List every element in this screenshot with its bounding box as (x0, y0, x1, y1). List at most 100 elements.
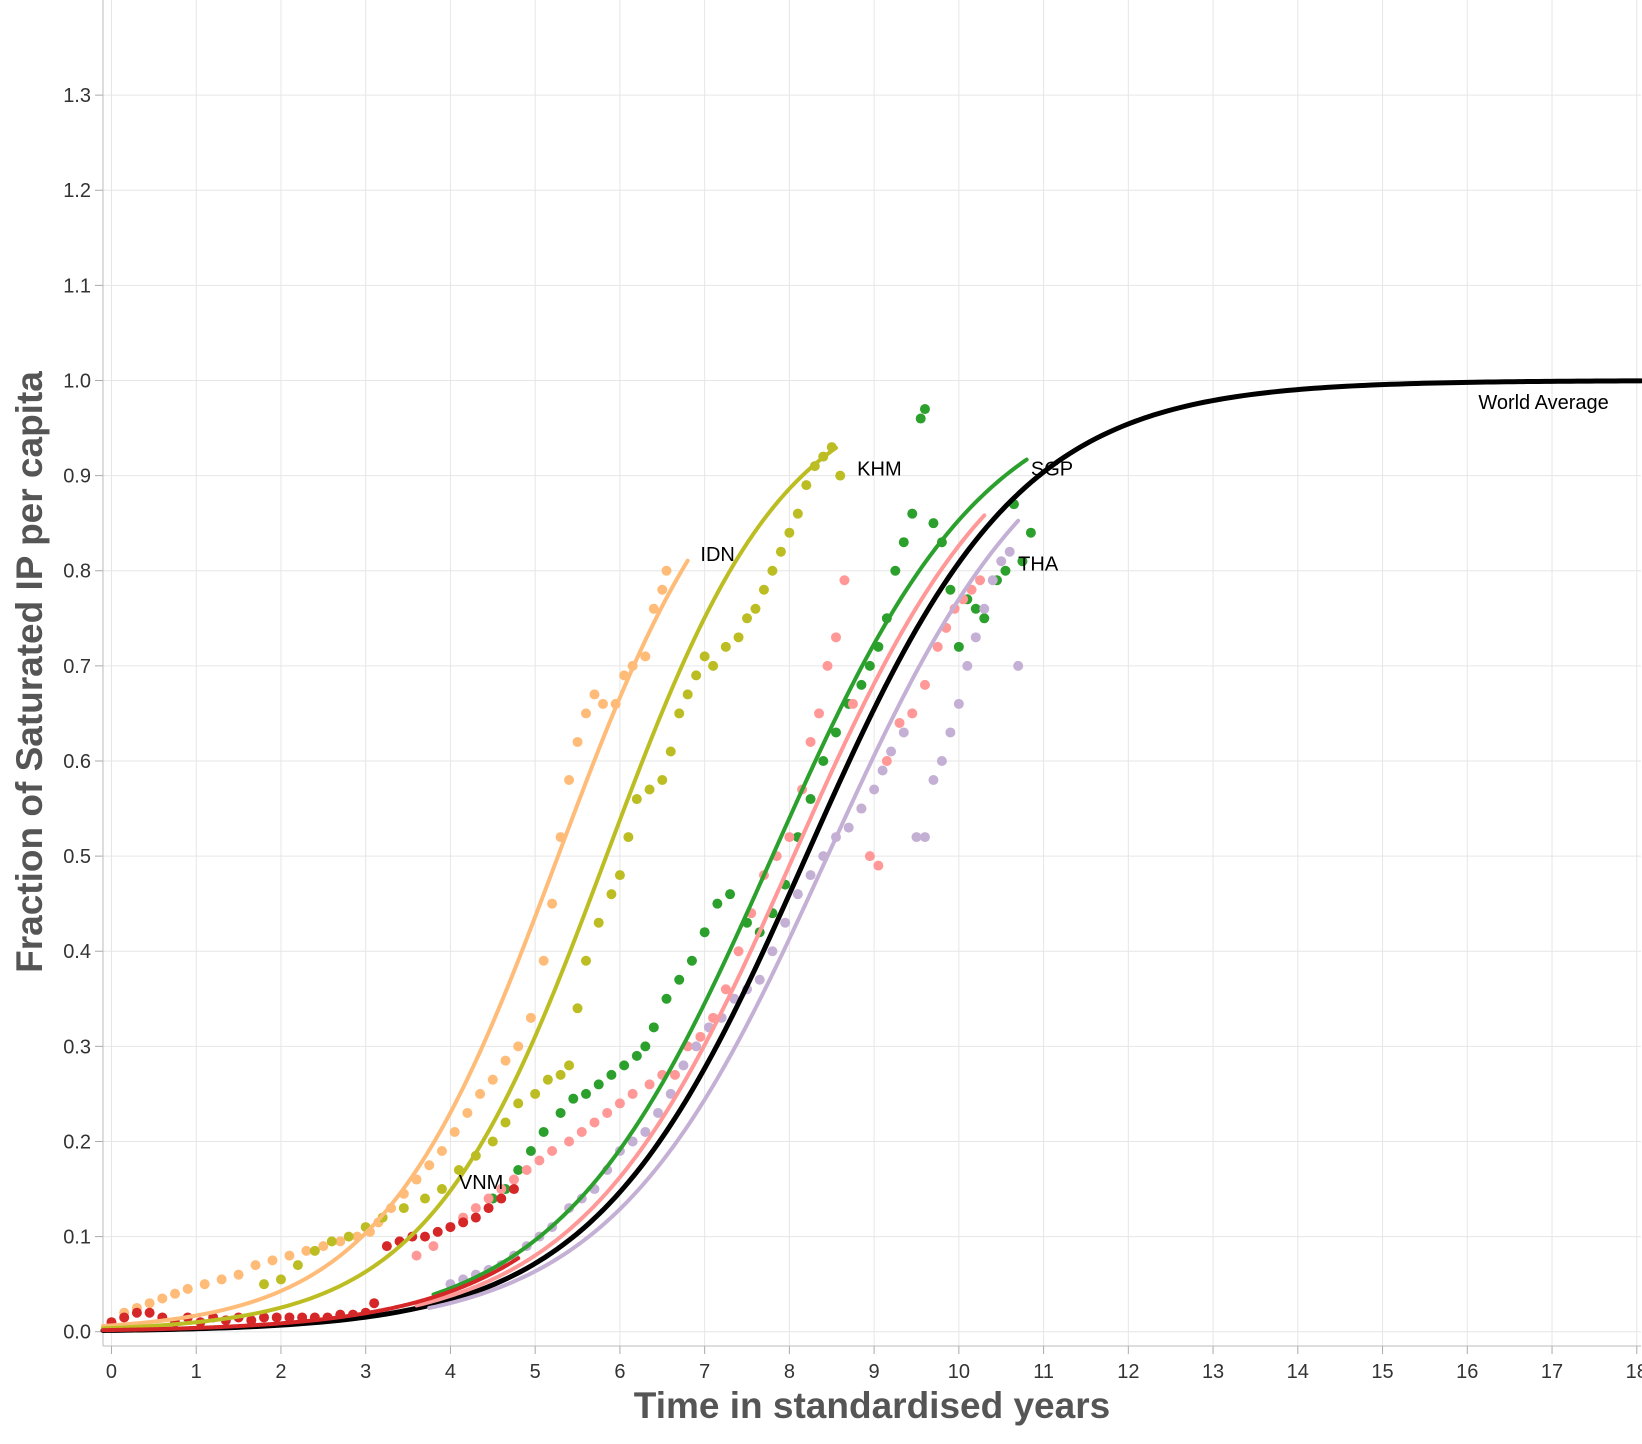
data-point-tha (547, 1145, 558, 1156)
data-point-idn (318, 1241, 329, 1252)
data-point-khm (665, 746, 676, 757)
data-point-vnm (496, 1193, 507, 1204)
x-tick-label: 10 (948, 1361, 970, 1383)
data-point-idn (513, 1041, 524, 1052)
data-point-idn (538, 955, 549, 966)
data-point-vnm (369, 1298, 380, 1309)
y-tick-label: 0.6 (63, 751, 91, 773)
data-point-khm (644, 784, 655, 795)
series-label-tha: THA (1018, 554, 1059, 576)
data-point-sgp (864, 660, 875, 671)
data-point-unlabeled (1013, 660, 1024, 671)
data-point-tha (496, 1184, 507, 1195)
data-point-tha (822, 660, 833, 671)
series-label-vnm: VNM (459, 1172, 503, 1194)
data-point-khm (398, 1203, 409, 1214)
data-point-sgp (979, 613, 990, 624)
data-point-sgp (818, 755, 829, 766)
y-tick-label: 0.3 (63, 1036, 91, 1058)
y-tick-label: 1.1 (63, 275, 91, 297)
fit-curves (100, 378, 1642, 1333)
data-point-khm (691, 670, 702, 681)
data-point-tha (428, 1241, 439, 1252)
x-tick-label: 15 (1371, 1361, 1393, 1383)
data-point-unlabeled (805, 870, 816, 881)
x-tick-label: 16 (1456, 1361, 1478, 1383)
data-point-unlabeled (640, 1126, 651, 1137)
data-point-khm (657, 775, 668, 786)
x-tick-label: 12 (1117, 1361, 1139, 1383)
data-point-khm (564, 1060, 575, 1071)
data-point-idn (144, 1298, 155, 1309)
data-point-khm (572, 1003, 583, 1014)
data-point-khm (750, 603, 761, 614)
fit-curve-unlabeled (427, 518, 1021, 1311)
data-point-idn (581, 708, 592, 719)
data-point-idn (301, 1245, 312, 1256)
data-point-khm (835, 470, 846, 481)
data-point-sgp (712, 898, 723, 909)
data-point-sgp (919, 404, 930, 415)
data-point-khm (708, 660, 719, 671)
data-point-idn (157, 1293, 168, 1304)
x-tick-label: 6 (614, 1361, 625, 1383)
data-point-idn (449, 1126, 460, 1137)
y-tick-label: 0.2 (63, 1131, 91, 1153)
data-point-khm (623, 832, 634, 843)
data-point-khm (343, 1231, 354, 1242)
data-point-sgp (568, 1093, 579, 1104)
x-tick-label: 2 (275, 1361, 286, 1383)
data-point-sgp (513, 1165, 524, 1176)
data-point-unlabeled (856, 803, 867, 814)
data-point-tha (830, 632, 841, 643)
data-point-tha (932, 641, 943, 652)
data-point-sgp (593, 1079, 604, 1090)
data-point-sgp (555, 1107, 566, 1118)
data-point-sgp (640, 1041, 651, 1052)
data-point-vnm (259, 1312, 270, 1323)
data-point-khm (720, 641, 731, 652)
x-tick-label: 17 (1541, 1361, 1563, 1383)
y-axis-title: Fraction of Saturated IP per capita (9, 371, 50, 973)
data-point-khm (542, 1074, 553, 1085)
data-point-idn (250, 1260, 261, 1271)
data-point-sgp (648, 1022, 659, 1033)
data-point-vnm (420, 1231, 431, 1242)
data-point-idn (284, 1250, 295, 1261)
data-point-tha (614, 1098, 625, 1109)
data-point-vnm (508, 1184, 519, 1195)
data-point-sgp (725, 889, 736, 900)
data-point-unlabeled (1004, 546, 1015, 557)
data-point-khm (420, 1193, 431, 1204)
data-point-khm (775, 546, 786, 557)
x-tick-label: 5 (530, 1361, 541, 1383)
x-tick-label: 13 (1202, 1361, 1224, 1383)
x-axis-title: Time in standardised years (634, 1385, 1110, 1426)
data-point-tha (644, 1079, 655, 1090)
data-point-sgp (907, 508, 918, 519)
data-point-sgp (699, 927, 710, 938)
data-point-sgp (581, 1088, 592, 1099)
y-tick-label: 0.4 (63, 941, 91, 963)
data-point-khm (513, 1098, 524, 1109)
data-point-unlabeled (945, 727, 956, 738)
data-point-idn (589, 689, 600, 700)
data-point-sgp (970, 603, 981, 614)
data-point-khm (767, 565, 778, 576)
data-point-khm (500, 1117, 511, 1128)
series-label-idn: IDN (700, 544, 734, 566)
data-point-khm (758, 584, 769, 595)
data-point-tha (814, 708, 825, 719)
x-tick-label: 3 (360, 1361, 371, 1383)
x-tick-label: 11 (1033, 1361, 1054, 1383)
data-point-khm (555, 1069, 566, 1080)
data-point-tha (534, 1155, 545, 1166)
data-point-idn (500, 1055, 511, 1066)
data-point-unlabeled (886, 746, 897, 757)
x-tick-label: 18 (1626, 1361, 1642, 1383)
data-point-idn (475, 1088, 486, 1099)
data-point-khm (436, 1184, 447, 1195)
data-point-idn (547, 898, 558, 909)
data-point-unlabeled (962, 660, 973, 671)
data-point-unlabeled (665, 1088, 676, 1099)
